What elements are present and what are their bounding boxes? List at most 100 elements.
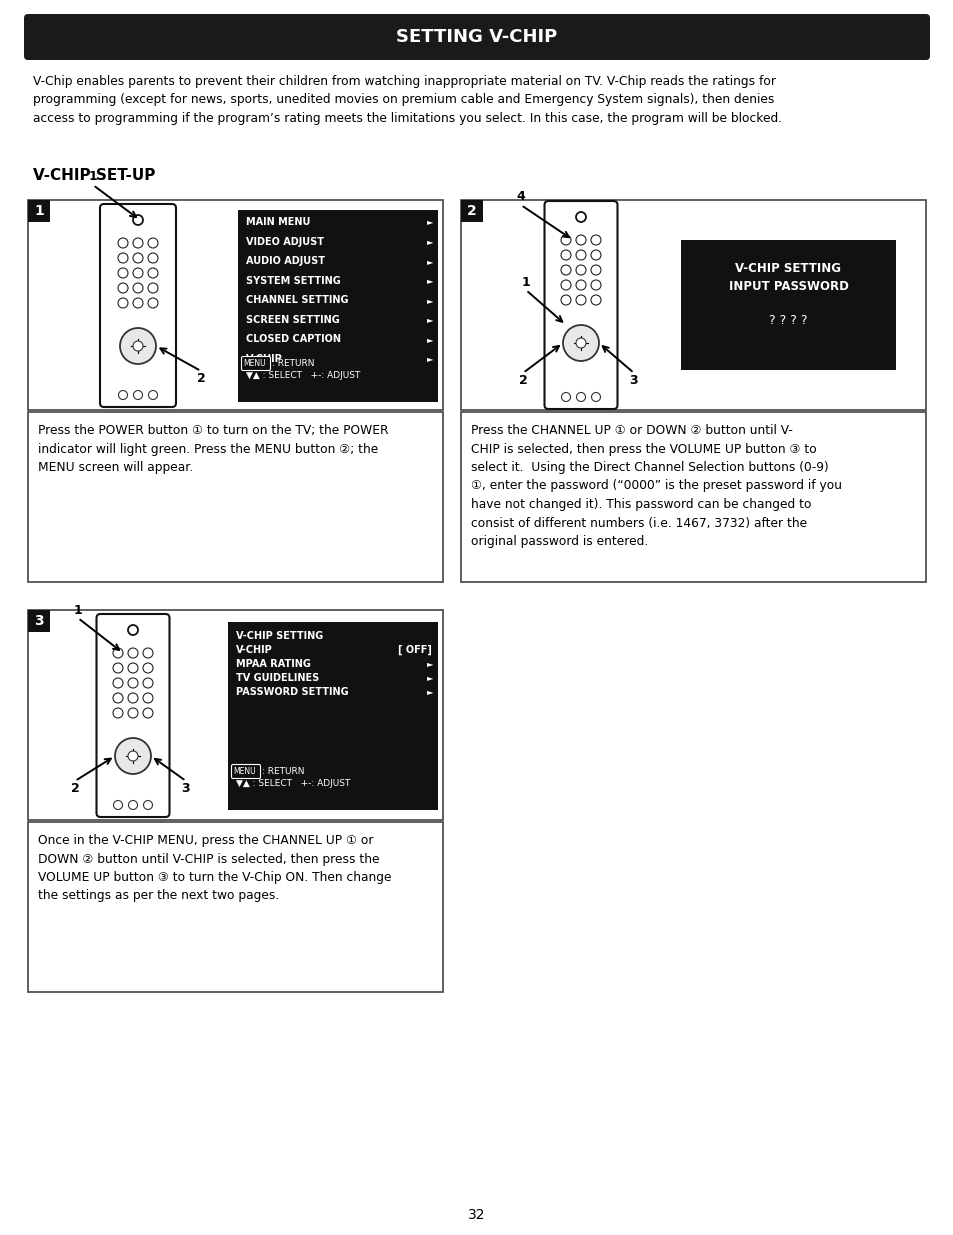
- Circle shape: [576, 235, 585, 245]
- Circle shape: [128, 625, 138, 635]
- Text: ►: ►: [426, 296, 433, 305]
- FancyBboxPatch shape: [96, 614, 170, 818]
- Circle shape: [112, 678, 123, 688]
- Text: CLOSED CAPTION: CLOSED CAPTION: [246, 335, 340, 345]
- Text: ▼▲ : SELECT   +-: ADJUST: ▼▲ : SELECT +-: ADJUST: [246, 372, 360, 380]
- Circle shape: [148, 253, 158, 263]
- FancyBboxPatch shape: [232, 764, 260, 778]
- Text: TV GUIDELINES: TV GUIDELINES: [235, 673, 319, 683]
- Circle shape: [576, 280, 585, 290]
- Text: 4: 4: [517, 190, 525, 204]
- Circle shape: [560, 249, 571, 261]
- Text: CHANNEL SETTING: CHANNEL SETTING: [246, 295, 348, 305]
- Text: ►: ►: [426, 237, 433, 246]
- FancyBboxPatch shape: [24, 14, 929, 61]
- Text: 2: 2: [196, 373, 205, 385]
- Circle shape: [132, 298, 143, 308]
- Circle shape: [590, 249, 600, 261]
- Circle shape: [128, 751, 138, 761]
- Circle shape: [128, 678, 138, 688]
- Bar: [460, 200, 925, 410]
- Text: ▼▲ : SELECT   +-: ADJUST: ▼▲ : SELECT +-: ADJUST: [235, 779, 350, 788]
- Text: ►: ►: [426, 277, 433, 285]
- Text: AUDIO ADJUST: AUDIO ADJUST: [246, 256, 325, 267]
- Circle shape: [591, 393, 599, 401]
- Circle shape: [115, 739, 151, 774]
- Circle shape: [132, 283, 143, 293]
- Circle shape: [132, 238, 143, 248]
- Text: 3: 3: [629, 374, 638, 388]
- Circle shape: [590, 295, 600, 305]
- Text: 32: 32: [468, 1208, 485, 1221]
- Text: V-CHIP: V-CHIP: [246, 354, 282, 364]
- Bar: [237, 210, 437, 403]
- Circle shape: [560, 235, 571, 245]
- Bar: [228, 622, 437, 810]
- Text: PASSWORD SETTING: PASSWORD SETTING: [235, 687, 348, 697]
- Bar: [28, 823, 442, 992]
- Text: [ OFF]: [ OFF]: [397, 645, 432, 655]
- Text: MENU: MENU: [243, 359, 265, 368]
- Text: 1: 1: [34, 204, 44, 219]
- Circle shape: [143, 800, 152, 809]
- Text: VIDEO ADJUST: VIDEO ADJUST: [246, 237, 324, 247]
- Text: MPAA RATING: MPAA RATING: [235, 659, 311, 669]
- FancyBboxPatch shape: [241, 357, 271, 370]
- Circle shape: [143, 708, 152, 718]
- Circle shape: [576, 266, 585, 275]
- Circle shape: [132, 253, 143, 263]
- Circle shape: [129, 800, 137, 809]
- Circle shape: [143, 663, 152, 673]
- Circle shape: [118, 268, 128, 278]
- Circle shape: [133, 390, 142, 399]
- Text: SYSTEM SETTING: SYSTEM SETTING: [246, 275, 340, 285]
- Circle shape: [576, 249, 585, 261]
- Bar: [28, 610, 442, 820]
- Circle shape: [132, 341, 143, 351]
- Circle shape: [132, 268, 143, 278]
- Text: Press the CHANNEL UP ① or DOWN ② button until V-
CHIP is selected, then press th: Press the CHANNEL UP ① or DOWN ② button …: [471, 424, 841, 548]
- Circle shape: [576, 393, 585, 401]
- Text: 2: 2: [71, 783, 79, 795]
- Circle shape: [112, 648, 123, 658]
- Text: 3: 3: [181, 783, 190, 795]
- Circle shape: [576, 338, 585, 348]
- Circle shape: [560, 266, 571, 275]
- Circle shape: [112, 663, 123, 673]
- Circle shape: [148, 268, 158, 278]
- Circle shape: [143, 678, 152, 688]
- Circle shape: [560, 295, 571, 305]
- Text: V-CHIP: V-CHIP: [235, 645, 273, 655]
- Text: 2: 2: [518, 374, 527, 388]
- Text: ►: ►: [426, 673, 433, 683]
- Circle shape: [112, 693, 123, 703]
- Circle shape: [118, 253, 128, 263]
- Circle shape: [576, 212, 585, 222]
- Circle shape: [143, 648, 152, 658]
- Text: ►: ►: [426, 217, 433, 226]
- Circle shape: [149, 390, 157, 399]
- Circle shape: [148, 298, 158, 308]
- Text: V-CHIP SET-UP: V-CHIP SET-UP: [33, 168, 155, 183]
- Circle shape: [112, 708, 123, 718]
- Circle shape: [113, 800, 122, 809]
- Bar: [28, 412, 442, 582]
- Text: ? ? ? ?: ? ? ? ?: [768, 314, 807, 326]
- Text: : RETURN: : RETURN: [272, 359, 314, 368]
- Circle shape: [118, 298, 128, 308]
- Text: V-CHIP SETTING: V-CHIP SETTING: [235, 631, 323, 641]
- Circle shape: [118, 390, 128, 399]
- Circle shape: [118, 238, 128, 248]
- Circle shape: [148, 238, 158, 248]
- FancyBboxPatch shape: [544, 201, 617, 409]
- Circle shape: [120, 329, 156, 364]
- Text: MENU: MENU: [233, 767, 255, 777]
- Circle shape: [590, 235, 600, 245]
- FancyBboxPatch shape: [100, 204, 175, 408]
- Text: 1: 1: [73, 604, 82, 616]
- Bar: [28, 200, 442, 410]
- Text: 3: 3: [34, 614, 44, 629]
- Circle shape: [132, 215, 143, 225]
- Circle shape: [561, 393, 570, 401]
- Circle shape: [128, 708, 138, 718]
